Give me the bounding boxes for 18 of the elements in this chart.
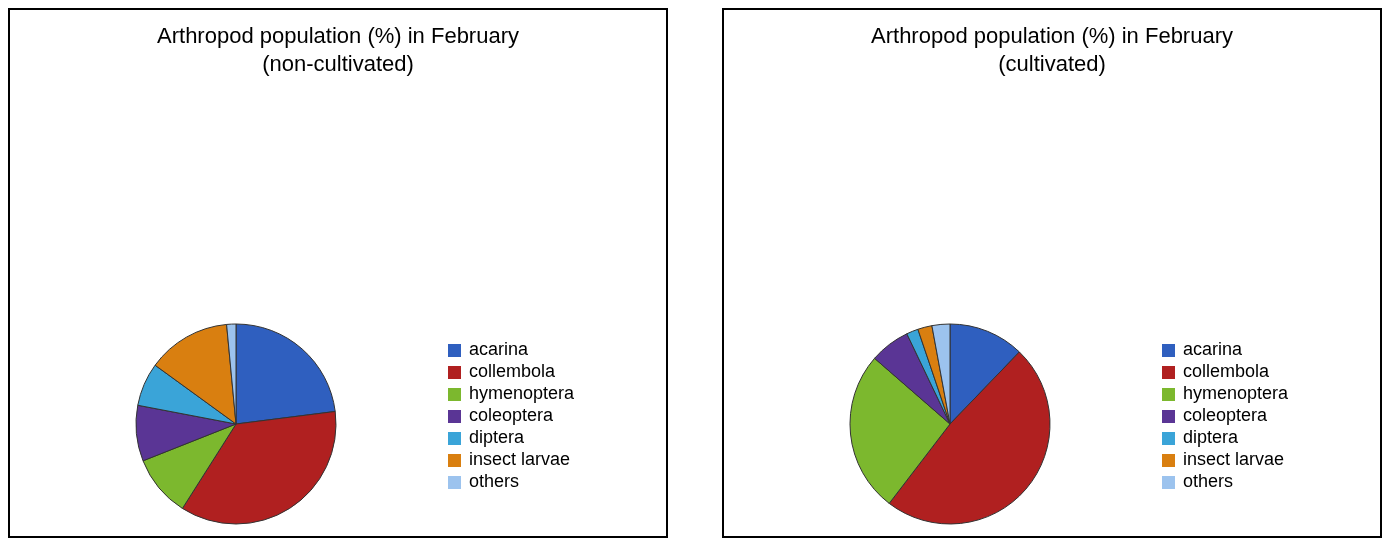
legend-label: coleoptera (1183, 405, 1268, 425)
chart-subtitle: (cultivated) (997, 50, 1107, 78)
legend-label: insect larvae (469, 449, 571, 469)
legend-label: acarina (1183, 339, 1243, 359)
legend-label: collembola (469, 361, 556, 381)
legend-label: hymenoptera (1183, 383, 1289, 403)
legend-label: insect larvae (1183, 449, 1285, 469)
chart-subtitle: (non-cultivated) (261, 50, 415, 78)
legend-label: acarina (469, 339, 529, 359)
legend-label: diptera (1183, 427, 1239, 447)
chart-title: Arthropod population (%) in February (156, 22, 520, 50)
legend-label: diptera (469, 427, 525, 447)
legend-label: hymenoptera (469, 383, 575, 403)
legend-label: coleoptera (469, 405, 554, 425)
legend-label: others (469, 471, 520, 491)
legend-label: others (1183, 471, 1234, 491)
chart-title: Arthropod population (%) in February (870, 22, 1234, 50)
legend-label: collembola (1183, 361, 1270, 381)
